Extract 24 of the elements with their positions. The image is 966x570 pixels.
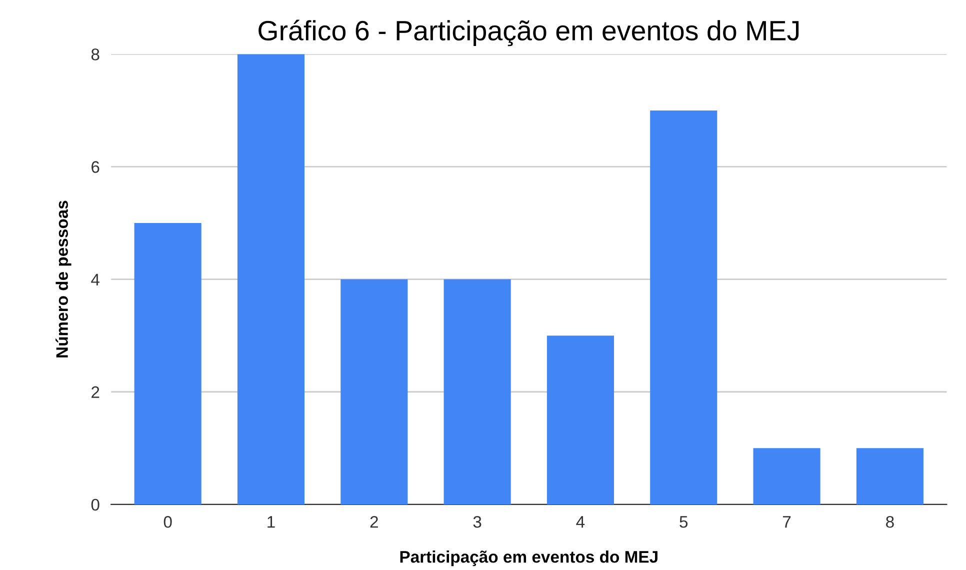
y-tick-label: 2	[92, 386, 100, 398]
x-axis-title: Participação em eventos do MEJ	[400, 550, 658, 566]
bar	[340, 279, 408, 504]
x-tick-label: 0	[164, 516, 172, 528]
x-tick-label: 8	[886, 516, 894, 528]
bar	[856, 448, 924, 504]
bar	[546, 336, 614, 504]
y-tick-label: 0	[91, 498, 100, 511]
x-tick-label: 3	[473, 516, 482, 528]
y-tick-label: 4	[91, 274, 100, 286]
x-tick-label: 1	[268, 516, 275, 528]
chart-title: Gráfico 6 - Participação em eventos do MEJ	[258, 20, 799, 46]
x-tick-label: 4	[576, 516, 585, 528]
bar	[237, 54, 305, 504]
y-tick-label: 8	[91, 48, 100, 60]
x-tick-label: 2	[370, 516, 378, 528]
x-tick-label: 7	[783, 516, 791, 528]
bar	[444, 279, 511, 504]
y-tick-label: 6	[92, 161, 100, 173]
y-axis-title: Número de pessoas	[56, 200, 72, 358]
x-tick-label: 5	[680, 516, 688, 528]
bar	[134, 223, 202, 504]
bar	[650, 110, 718, 504]
bar	[753, 448, 820, 504]
